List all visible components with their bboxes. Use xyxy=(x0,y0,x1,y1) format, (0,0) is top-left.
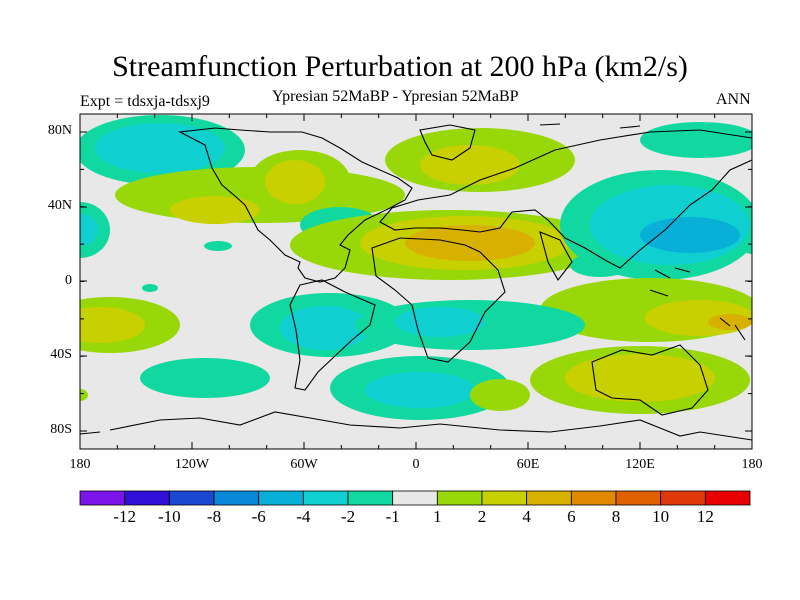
axis-ticks xyxy=(79,114,753,449)
colorbar-label: 12 xyxy=(696,507,714,526)
contour-region xyxy=(708,314,752,330)
colorbar-label: 2 xyxy=(477,507,487,526)
lat-label-40n: 40N xyxy=(47,198,72,213)
colorbar-label: -6 xyxy=(251,507,266,526)
colorbar-swatch xyxy=(392,490,438,506)
colorbar-label: 6 xyxy=(567,507,576,526)
coastlines xyxy=(80,123,752,441)
period-label: Ypresian 52MaBP - Ypresian 52MaBP xyxy=(272,88,519,105)
colorbar-swatch xyxy=(704,490,751,506)
coastline xyxy=(109,411,752,441)
contour-region xyxy=(170,196,260,224)
colorbar-swatch xyxy=(481,490,528,506)
contour-region xyxy=(80,214,98,246)
colorbar-swatch xyxy=(168,490,215,506)
coastline xyxy=(539,231,573,281)
colorbar-swatch xyxy=(660,490,706,506)
colorbar-label: -4 xyxy=(296,507,311,526)
contour-region xyxy=(420,145,520,185)
colorbar-label: -1 xyxy=(385,507,400,526)
contour-region xyxy=(265,160,325,204)
colorbar-swatch xyxy=(302,490,349,506)
contour-region xyxy=(280,306,370,350)
colorbar-swatch xyxy=(436,490,483,506)
colorbar-label: 4 xyxy=(522,507,531,526)
coastline xyxy=(371,237,506,363)
contour-region xyxy=(142,284,158,292)
contour-region xyxy=(140,358,270,398)
contour-region xyxy=(95,123,225,173)
lat-label-40s: 40S xyxy=(50,347,72,362)
colorbar-swatch xyxy=(570,490,617,506)
plot-title: Streamfunction Perturbation at 200 hPa (… xyxy=(112,50,688,83)
lat-label-equator: 0 xyxy=(65,273,72,288)
lat-label-80s: 80S xyxy=(50,422,72,437)
contour-region xyxy=(640,217,740,253)
colorbar-swatch xyxy=(615,490,662,506)
lon-label-120e: 120E xyxy=(625,457,655,472)
colorbar-swatch xyxy=(213,490,260,506)
contour-region xyxy=(365,372,475,408)
colorbar-swatch xyxy=(526,490,572,506)
colorbar-swatch xyxy=(347,490,394,506)
coastline xyxy=(539,123,746,341)
coastline xyxy=(379,129,752,269)
contour-region xyxy=(395,307,485,337)
coastline xyxy=(80,431,101,435)
coastline xyxy=(289,279,376,391)
colorbar-label: 8 xyxy=(611,507,621,526)
colorbar-swatch xyxy=(79,490,126,506)
colorbar-label: -2 xyxy=(340,507,356,526)
coastline xyxy=(419,124,476,161)
colorbar-label: -8 xyxy=(206,507,222,526)
colorbar-swatch xyxy=(258,490,304,506)
colorbar-label: 1 xyxy=(433,507,442,526)
contour-region xyxy=(565,354,715,402)
lon-label-60e: 60E xyxy=(516,457,540,472)
colorbar xyxy=(79,490,751,506)
season-label: ANN xyxy=(716,91,751,108)
contour-region xyxy=(570,253,630,277)
colorbar-label: 10 xyxy=(652,507,670,526)
coastline xyxy=(178,127,413,283)
contour-fills xyxy=(80,115,752,420)
colorbar-label: -12 xyxy=(113,507,136,526)
contour-region xyxy=(640,122,752,158)
colorbar-swatch xyxy=(124,490,170,506)
lat-label-80n: 80N xyxy=(47,123,72,138)
experiment-label: Expt = tdsxja-tdsxj9 xyxy=(80,93,210,110)
contour-region xyxy=(470,379,530,411)
lon-label-180e: 180 xyxy=(741,457,763,472)
lon-label-180w: 180 xyxy=(69,457,91,472)
colorbar-label: -10 xyxy=(157,507,181,526)
contour-region xyxy=(80,389,88,401)
coastline xyxy=(591,344,709,416)
lon-label-60w: 60W xyxy=(290,457,318,472)
lon-label-120w: 120W xyxy=(174,457,210,472)
lon-label-0: 0 xyxy=(412,457,420,472)
contour-region xyxy=(405,225,535,261)
contour-region xyxy=(204,241,232,251)
contour-region xyxy=(80,307,145,343)
